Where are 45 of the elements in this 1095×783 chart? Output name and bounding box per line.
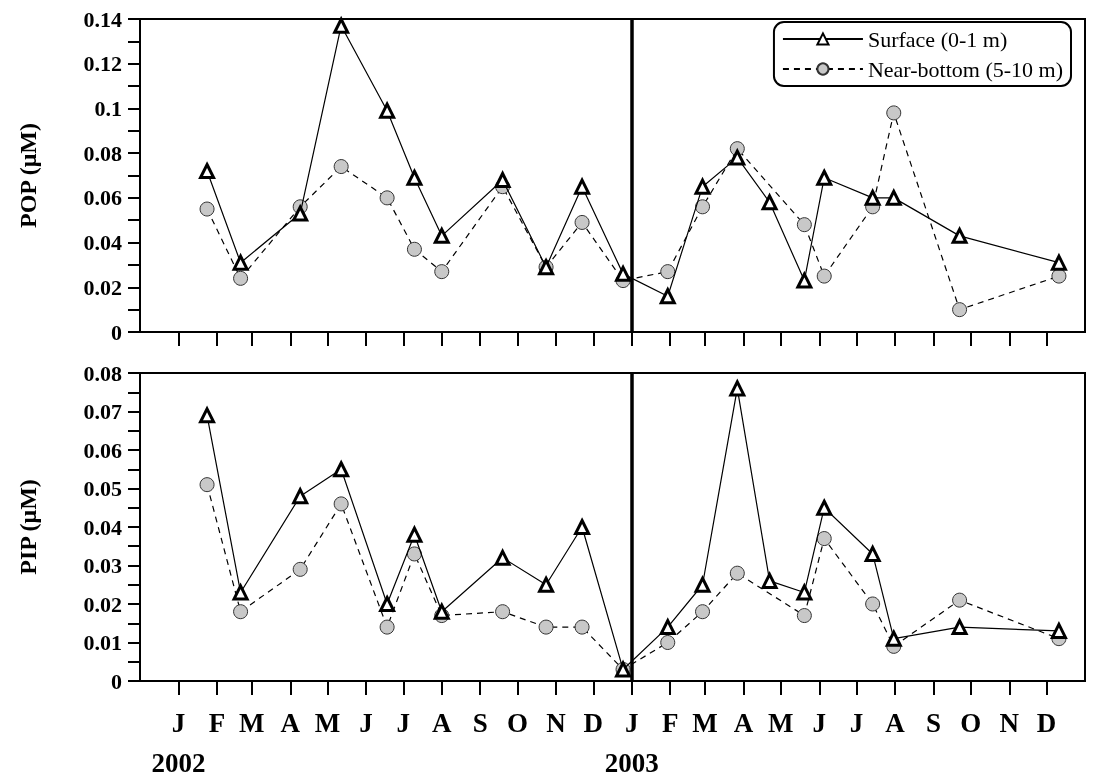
x-tick-label: S bbox=[925, 708, 942, 738]
y-axis-title: PIP (μM) bbox=[15, 479, 41, 575]
x-tick-label: S bbox=[472, 708, 488, 738]
y-tick-label: 0.02 bbox=[83, 274, 122, 300]
legend-label: Near-bottom (5-10 m) bbox=[867, 56, 1064, 82]
y-tick-label: 0.14 bbox=[83, 6, 122, 32]
y-tick-label: 0.02 bbox=[83, 591, 122, 617]
x-tick-label: J 2003 bbox=[604, 708, 659, 778]
x-tick-label: J bbox=[849, 708, 864, 738]
x-tick-label: N bbox=[546, 708, 567, 738]
x-tick-label: A bbox=[432, 708, 452, 738]
y-tick-label: 0 bbox=[111, 319, 122, 345]
x-tick-label: D bbox=[583, 708, 603, 738]
x-tick-label: J bbox=[359, 708, 373, 738]
x-tick-label: J bbox=[812, 708, 827, 738]
y-tick-label: 0 bbox=[111, 668, 122, 694]
x-tick-label: J bbox=[396, 708, 411, 738]
y-tick-label: 0.06 bbox=[83, 185, 122, 211]
y-tick-label: 0.1 bbox=[94, 95, 122, 121]
y-tick-label: 0.06 bbox=[83, 437, 122, 463]
y-tick-label: 0.01 bbox=[83, 630, 122, 655]
x-tick-label: A bbox=[280, 708, 301, 738]
x-tick-label: O bbox=[507, 708, 529, 738]
x-tick-label: F bbox=[208, 708, 226, 738]
x-tick-label: M bbox=[314, 708, 341, 738]
x-tick-label: M bbox=[768, 708, 794, 738]
y-tick-label: 0.05 bbox=[83, 476, 122, 501]
x-tick-label: O bbox=[960, 708, 982, 738]
legend-label: Surface (0-1 m) bbox=[867, 26, 1008, 52]
y-axis-title: POP (μM) bbox=[15, 123, 41, 228]
y-tick-label: 0.07 bbox=[83, 399, 122, 424]
x-tick-label: N bbox=[999, 708, 1020, 738]
y-tick-label: 0.08 bbox=[83, 140, 122, 166]
x-tick-label: F bbox=[661, 708, 679, 738]
y-tick-label: 0.04 bbox=[83, 514, 122, 540]
x-tick-label: D bbox=[1036, 708, 1057, 738]
y-tick-label: 0.12 bbox=[83, 51, 122, 77]
x-tick-label: J 2002 bbox=[151, 708, 206, 778]
x-tick-label: M bbox=[239, 708, 265, 738]
y-tick-label: 0.03 bbox=[83, 553, 122, 578]
y-tick-label: 0.08 bbox=[83, 360, 122, 386]
y-tick-label: 0.04 bbox=[83, 230, 122, 256]
x-tick-label: M bbox=[692, 708, 718, 738]
x-tick-label: A bbox=[733, 708, 754, 738]
x-tick-label: A bbox=[885, 708, 906, 738]
